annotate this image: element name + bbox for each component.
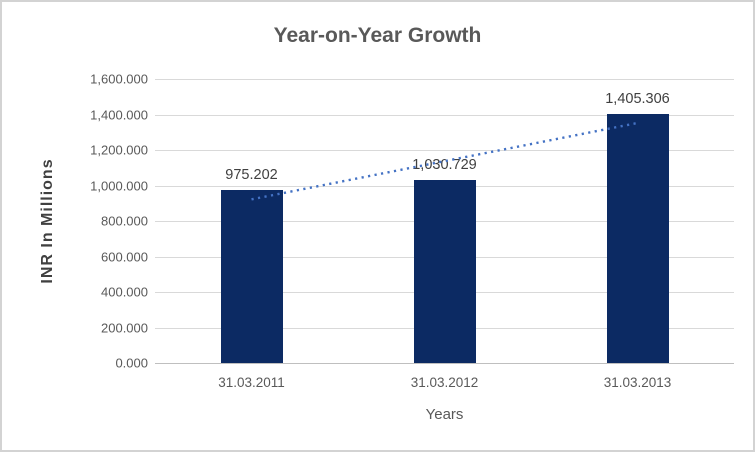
plot-area: 975.202 1,030.729 1,405.306: [155, 79, 734, 364]
bar-data-label: 1,030.729: [412, 157, 477, 174]
bar-31.03.2011: [220, 189, 283, 363]
x-axis-title: Years: [425, 406, 464, 423]
x-tick-label: 31.03.2011: [218, 375, 285, 390]
y-tick-label: 0.000: [115, 355, 148, 371]
x-axis-labels: 31.03.2011 31.03.2012 31.03.2013: [155, 363, 734, 393]
y-tick-label: 200.000: [101, 320, 148, 335]
gridline: [155, 79, 734, 80]
bar-data-label: 1,405.306: [605, 90, 670, 107]
gridline: [155, 114, 734, 116]
x-axis-line: [155, 363, 734, 364]
y-tick-label: 1,200.000: [90, 142, 148, 158]
bar-data-label: 975.202: [225, 166, 278, 183]
y-axis-labels: 1,600.000 1,400.000 1,200.000 1,000.000 800.…: [2, 72, 148, 371]
y-tick-label: 1,400.000: [90, 107, 148, 122]
y-tick-label: 400.000: [101, 284, 148, 300]
y-tick-label: 1,600.000: [90, 71, 148, 87]
x-tick-label: 31.03.2012: [410, 375, 479, 390]
bar-31.03.2012: [413, 180, 476, 363]
bar-31.03.2013: [606, 113, 669, 363]
chart-title: Year-on-Year Growth: [273, 24, 482, 47]
x-tick-label: 31.03.2013: [603, 375, 672, 390]
y-tick-label: 1,000.000: [90, 178, 148, 193]
y-tick-label: 800.000: [101, 213, 148, 229]
y-tick-label: 600.000: [101, 249, 148, 264]
